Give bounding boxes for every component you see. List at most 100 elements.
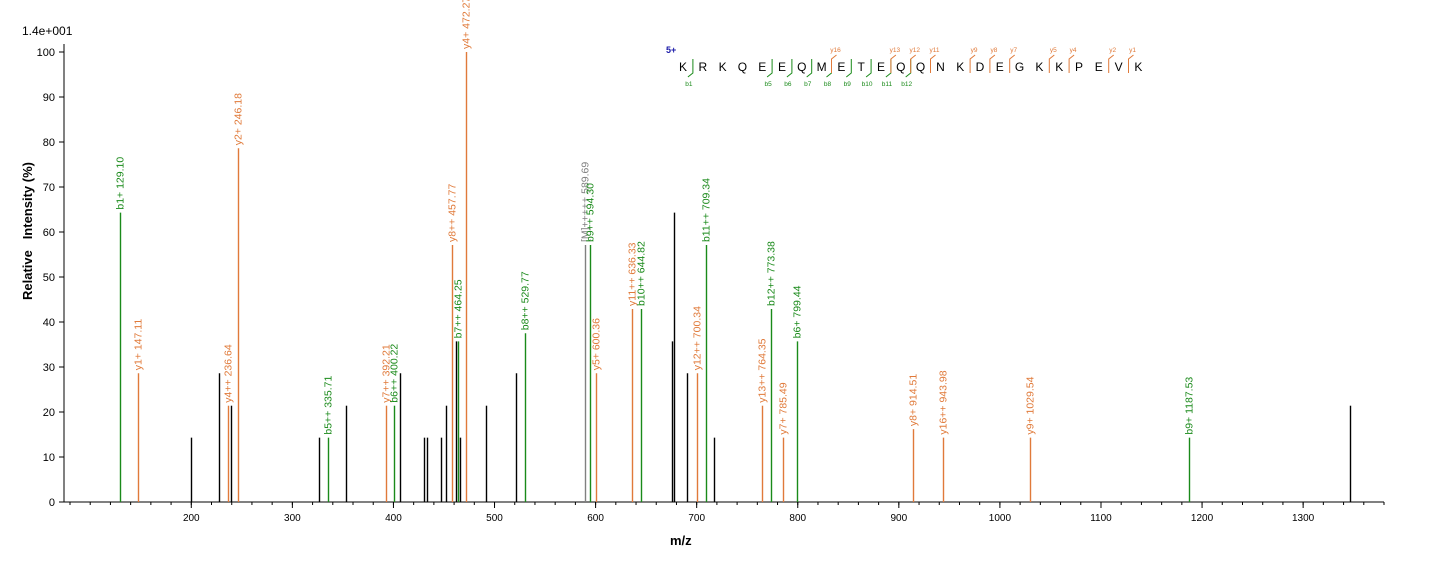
peak-labels: b1+ 129.10 y1+ 147.11 y4++ 236.64 y2+ 246.1… [115, 0, 1196, 435]
x-axis-label: m/z [670, 533, 692, 548]
b-fragment-label: b12 [901, 81, 912, 88]
peak-label: y2+ 246.18 [233, 93, 245, 145]
x-tick-label: 1100 [1090, 513, 1112, 524]
sequence-residue: P [1075, 60, 1083, 74]
x-tick-label: 1300 [1292, 513, 1315, 524]
y-tick-label: 50 [43, 272, 55, 284]
peak-label: b6++ 400.22 [389, 344, 401, 403]
peak-label: y7+ 785.49 [778, 382, 790, 434]
peak-label: y12++ 700.34 [692, 306, 704, 370]
y-tick-label: 30 [43, 362, 55, 374]
peak-label: b11++ 709.34 [701, 178, 713, 242]
b-fragment-label: b8 [824, 81, 832, 88]
y-fragment-label: y9 [971, 47, 978, 54]
sequence-residue: G [1015, 60, 1024, 74]
axes: 0 10 20 30 40 50 60 70 80 90 100 200 300 400 500 600 700… [37, 44, 1385, 524]
y-fragment-label: y1 [1129, 47, 1136, 54]
y-tick-label: 60 [43, 227, 55, 239]
b-fragment-label: b1 [685, 81, 693, 88]
sequence-residue: K [1055, 60, 1063, 74]
peak-label: [M]+++++ 589.69 [580, 162, 592, 242]
sequence-residue: Q [896, 60, 905, 74]
b-fragment-label: b9 [844, 81, 852, 88]
x-tick-label: 900 [890, 513, 907, 524]
y-fragment-bracket [969, 54, 976, 73]
b-fragment-bracket [786, 59, 793, 78]
peak-label: b6+ 799.44 [792, 285, 804, 338]
peak-label: b8++ 529.77 [520, 271, 532, 330]
y-fragment-bracket [890, 54, 897, 73]
sequence-annotation: 5+K R K Q E E Q M E T E Q Q N K D E G K K P E V Kb1 b5 b6 b7 b8 b9 b1… [666, 45, 1142, 88]
b-fragment-label: b11 [882, 81, 893, 88]
x-tick-label: 1200 [1191, 513, 1214, 524]
peak-label: b1+ 129.10 [115, 157, 127, 210]
y-fragment-bracket [989, 54, 996, 73]
x-tick-label: 700 [688, 513, 705, 524]
sequence-residue: Q [738, 60, 747, 74]
peak-label: y9+ 1029.54 [1025, 376, 1037, 434]
x-tick-label: 200 [183, 513, 200, 524]
b-fragment-label: b7 [804, 81, 812, 88]
peak-label: b9+ 1187.53 [1184, 377, 1196, 435]
b-fragment-bracket [766, 59, 773, 78]
peak-label: y1+ 147.11 [133, 319, 145, 371]
peak-label: b12++ 773.38 [766, 241, 778, 306]
intensity-scale-label: 1.4e+001 [22, 24, 73, 38]
peak-label: y8+ 914.51 [908, 374, 920, 426]
b-fragment-bracket [885, 59, 892, 78]
y-tick-label: 90 [43, 92, 55, 104]
x-tick-label: 300 [284, 513, 301, 524]
x-tick-label: 600 [587, 513, 604, 524]
y-tick-label: 20 [43, 407, 55, 419]
sequence-residue: D [976, 60, 985, 74]
y-tick-label: 40 [43, 317, 55, 329]
sequence-residue: K [719, 60, 727, 74]
sequence-residue: R [698, 60, 707, 74]
peak-label: b10++ 644.82 [636, 241, 648, 306]
peak-label: b7++ 464.25 [453, 279, 465, 338]
peak-label: y7++ 392.21 [381, 344, 393, 403]
y-tick-label: 80 [43, 137, 55, 149]
y-fragment-bracket [1108, 54, 1115, 73]
sequence-residue: T [858, 60, 866, 74]
y-fragment-bracket [930, 54, 936, 73]
y-fragment-label: y7 [1010, 47, 1017, 54]
peak-label: y8++ 457.77 [447, 184, 459, 243]
sequence-residue: K [679, 60, 687, 74]
sequence-residue: K [1134, 60, 1142, 74]
y-tick-label: 0 [49, 497, 55, 509]
peak-label: y11++ 636.33 [627, 242, 639, 306]
y-fragment-label: y2 [1109, 47, 1116, 54]
peak-label: y13++ 764.35 [757, 338, 769, 402]
x-tick-label: 400 [385, 513, 402, 524]
y-tick-label: 100 [37, 47, 55, 59]
sequence-residue: E [758, 60, 766, 74]
b-fragment-label: b5 [764, 81, 772, 88]
peak-label: y4+ 472.27 [461, 0, 473, 49]
peak-label: b5++ 335.71 [323, 376, 335, 435]
b-fragment-bracket [687, 59, 694, 78]
b-fragment-label: b10 [862, 81, 873, 88]
y-fragment-bracket [1009, 54, 1016, 73]
b-fragment-bracket [826, 59, 832, 78]
peak-label: y16++ 943.98 [938, 370, 950, 434]
sequence-residue: V [1115, 60, 1123, 74]
y-fragment-bracket [1048, 54, 1055, 73]
sequence-residue: K [1035, 60, 1043, 74]
b-fragment-bracket [905, 59, 912, 78]
sequence-residue: E [877, 60, 885, 74]
sequence-residue: E [1095, 60, 1103, 74]
y-fragment-label: y11 [930, 47, 940, 54]
peaks [119, 52, 1352, 502]
y-fragment-bracket [910, 54, 917, 73]
b-fragment-bracket [806, 59, 813, 78]
b-fragment-bracket [865, 59, 872, 78]
sequence-residue: Q [797, 60, 806, 74]
y-fragment-label: y8 [990, 47, 997, 54]
y-fragment-label: y13 [890, 47, 901, 54]
x-tick-label: 500 [486, 513, 503, 524]
y-fragment-label: y16 [830, 47, 841, 54]
sequence-residue: E [837, 60, 845, 74]
y-fragment-label: y4 [1070, 47, 1077, 54]
y-fragment-bracket [831, 54, 837, 73]
